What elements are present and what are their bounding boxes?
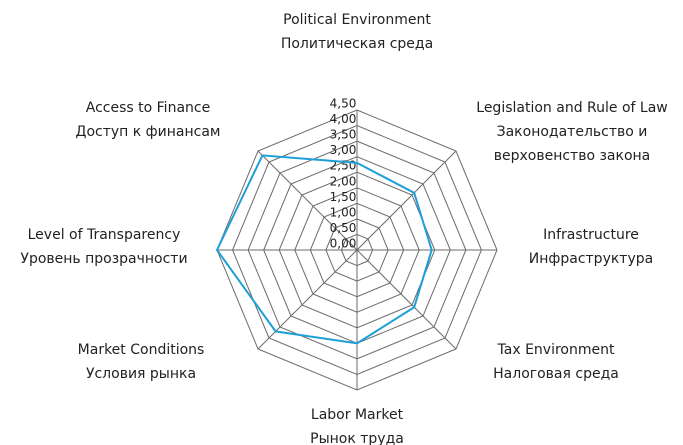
spoke — [257, 249, 358, 350]
series-line — [215, 154, 433, 345]
category-label: Условия рынка — [86, 366, 196, 382]
category-label: Infrastructure — [543, 227, 639, 243]
category-label: Рынок труда — [310, 431, 404, 445]
y-tick-label: 0,00 — [330, 237, 357, 251]
y-tick-label: 3,00 — [330, 143, 357, 157]
category-label: Политическая среда — [281, 36, 433, 52]
spoke — [257, 150, 358, 251]
category-label: Доступ к финансам — [76, 124, 221, 140]
category-label: Access to Finance — [86, 100, 210, 116]
category-label: Political Environment — [283, 12, 431, 28]
y-tick-label: 1,50 — [330, 190, 357, 204]
category-label: Labor Market — [311, 407, 404, 423]
category-label: Legislation and Rule of Law — [476, 100, 667, 116]
spoke — [356, 249, 457, 350]
category-label: Level of Transparency — [28, 227, 181, 243]
category-label: Уровень прозрачности — [20, 251, 187, 267]
y-tick-label: 1,00 — [330, 205, 357, 219]
y-tick-label: 4,50 — [330, 97, 357, 111]
y-tick-label: 0,50 — [330, 221, 357, 235]
category-label: Налоговая среда — [493, 366, 619, 382]
category-label: Tax Environment — [497, 342, 615, 358]
spoke — [356, 150, 457, 251]
category-label: Market Conditions — [78, 342, 205, 358]
category-label: Законодательство и — [497, 124, 648, 140]
y-tick-label: 2,00 — [330, 174, 357, 188]
y-tick-label: 3,50 — [330, 128, 357, 142]
category-label: верховенство закона — [494, 148, 651, 164]
category-label: Инфраструктура — [529, 251, 653, 267]
y-tick-label: 4,00 — [330, 112, 357, 126]
